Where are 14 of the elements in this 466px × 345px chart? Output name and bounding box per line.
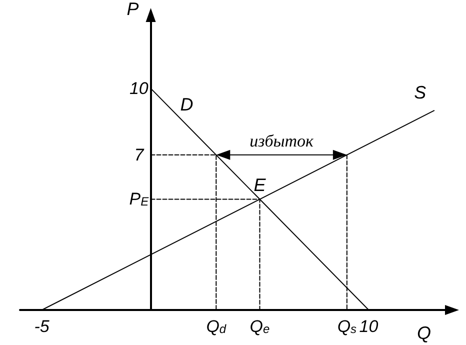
annotation: E — [254, 175, 267, 196]
x-tick-label: Qd — [206, 317, 226, 336]
x-tick-label: -5 — [34, 317, 50, 336]
annotation: избыток — [250, 131, 315, 150]
y-axis-title: P — [126, 0, 139, 19]
x-tick-label: Qe — [250, 317, 270, 336]
y-tick-label: 10 — [129, 78, 149, 98]
y-tick-label: PE — [129, 190, 150, 209]
series-label: D — [180, 94, 194, 114]
y-tick-label: 7 — [134, 145, 144, 164]
x-tick-label: 10 — [359, 317, 379, 336]
x-tick-label: Qs — [337, 317, 357, 336]
x-axis-title: Q — [416, 323, 431, 343]
series-label: S — [414, 82, 426, 103]
